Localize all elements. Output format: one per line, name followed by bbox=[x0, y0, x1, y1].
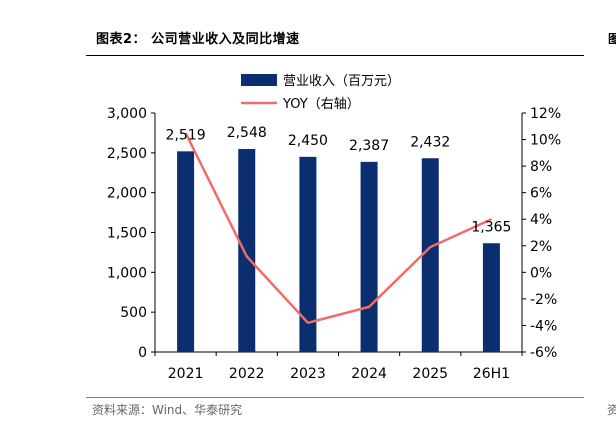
right-tick-label: 10% bbox=[530, 133, 561, 149]
right-tick-label: 12% bbox=[530, 106, 561, 122]
right-tick-label: 0% bbox=[530, 265, 552, 281]
source-divider bbox=[86, 397, 584, 398]
left-tick-label: 1,500 bbox=[107, 226, 147, 242]
revenue-bar bbox=[482, 243, 500, 352]
revenue-bar bbox=[299, 156, 317, 352]
right-tick-label: -2% bbox=[530, 292, 557, 308]
revenue-bar bbox=[177, 151, 195, 352]
right-tick-label: 8% bbox=[530, 159, 552, 175]
bar-data-label: 2,450 bbox=[288, 133, 328, 149]
left-tick-label: 2,000 bbox=[107, 186, 147, 202]
left-tick-label: 3,000 bbox=[107, 106, 147, 122]
bar-data-label: 2,519 bbox=[166, 127, 206, 143]
title-divider bbox=[86, 55, 584, 56]
x-tick-label: 2025 bbox=[412, 366, 448, 382]
revenue-bar bbox=[421, 158, 439, 352]
bar-data-label: 2,548 bbox=[227, 125, 267, 141]
left-tick-label: 1,000 bbox=[107, 265, 147, 281]
right-tick-label: 2% bbox=[530, 239, 552, 255]
x-tick-label: 2024 bbox=[351, 366, 387, 382]
bar-data-label: 1,365 bbox=[471, 219, 511, 235]
right-tick-label: 4% bbox=[530, 212, 552, 228]
bar-data-label: 2,387 bbox=[349, 138, 389, 154]
left-tick-label: 0 bbox=[138, 345, 147, 361]
x-tick-label: 2023 bbox=[290, 366, 326, 382]
x-tick-label: 2022 bbox=[229, 366, 265, 382]
chart-title: 图表2： 公司营业收入及同比增速 bbox=[96, 32, 300, 47]
right-tick-label: 6% bbox=[530, 186, 552, 202]
x-tick-label: 2021 bbox=[168, 366, 204, 382]
adjacent-source-fragment: 资 bbox=[607, 403, 616, 417]
right-tick-label: -6% bbox=[530, 345, 557, 361]
legend-line-label: YOY（右轴） bbox=[282, 97, 360, 112]
x-tick-label: 26H1 bbox=[473, 366, 510, 382]
bar-data-label: 2,432 bbox=[410, 134, 450, 150]
right-tick-label: -4% bbox=[530, 318, 557, 334]
adjacent-figure-fragment: 图 bbox=[608, 32, 616, 44]
yoy-line bbox=[184, 132, 492, 325]
source-note: 资料来源：Wind、华泰研究 bbox=[92, 403, 243, 417]
legend-bar-swatch bbox=[241, 74, 277, 86]
revenue-bar bbox=[360, 161, 378, 352]
left-tick-label: 500 bbox=[120, 305, 147, 321]
revenue-bar bbox=[238, 149, 256, 352]
legend-bar-label: 营业收入（百万元） bbox=[283, 74, 400, 89]
left-tick-label: 2,500 bbox=[107, 146, 147, 162]
